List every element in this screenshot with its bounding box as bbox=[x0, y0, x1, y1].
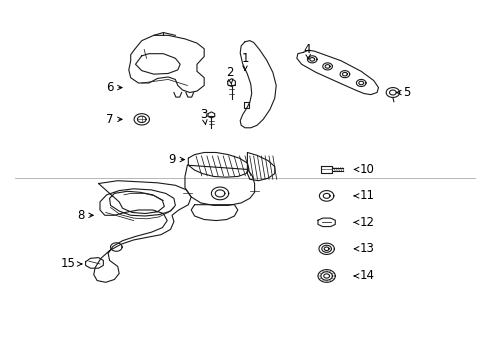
Text: 15: 15 bbox=[61, 257, 82, 270]
Text: 12: 12 bbox=[354, 216, 375, 229]
Text: 13: 13 bbox=[354, 242, 375, 255]
Text: 2: 2 bbox=[226, 66, 233, 85]
Text: 5: 5 bbox=[397, 86, 411, 99]
Text: 4: 4 bbox=[304, 43, 311, 59]
Text: 11: 11 bbox=[354, 189, 375, 202]
Text: 9: 9 bbox=[168, 153, 184, 166]
Text: 7: 7 bbox=[106, 113, 122, 126]
Text: 8: 8 bbox=[77, 209, 93, 222]
Text: 14: 14 bbox=[354, 270, 375, 283]
Text: 3: 3 bbox=[200, 108, 208, 125]
Text: 10: 10 bbox=[354, 163, 375, 176]
Text: 1: 1 bbox=[241, 52, 249, 71]
Text: 6: 6 bbox=[106, 81, 122, 94]
